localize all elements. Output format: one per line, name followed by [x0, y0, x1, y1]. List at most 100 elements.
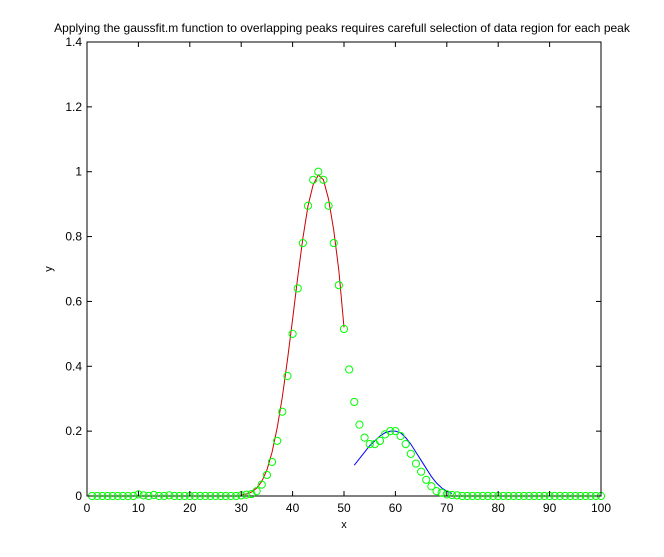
- x-tick-label: 70: [440, 501, 454, 515]
- data-point: [581, 491, 590, 501]
- x-tick-label: 80: [492, 501, 506, 515]
- y-axis: 0 0.2 0.4 0.6 0.8 1 1.2 1.4: [65, 35, 601, 503]
- data-point: [427, 482, 436, 491]
- data-point: [118, 491, 128, 501]
- data-point: [293, 284, 302, 293]
- data-point: [463, 491, 472, 501]
- data-point: [124, 491, 133, 501]
- data-point: [226, 491, 236, 501]
- data-point: [535, 491, 544, 501]
- y-tick-label: 0.4: [65, 359, 82, 373]
- data-point: [154, 491, 164, 501]
- y-tick-label: 0: [75, 489, 82, 503]
- data-point: [252, 487, 261, 496]
- data-point: [499, 491, 508, 501]
- y-tick-label: 1.4: [65, 35, 82, 49]
- data-point: [442, 490, 451, 499]
- fit-line-peak-2: [353, 430, 453, 494]
- data-point: [458, 491, 467, 501]
- data-point: [303, 201, 313, 210]
- y-tick-label: 0.2: [65, 424, 82, 438]
- data-point: [190, 491, 200, 501]
- data-point: [108, 491, 117, 501]
- x-tick-label: 50: [337, 501, 351, 515]
- data-point: [560, 491, 570, 501]
- data-point: [113, 491, 122, 501]
- data-point: [360, 433, 369, 442]
- data-point: [483, 491, 493, 501]
- data-point: [519, 491, 529, 501]
- data-point: [175, 491, 184, 501]
- data-point: [170, 491, 179, 501]
- data-point: [417, 467, 426, 476]
- data-point: [201, 491, 210, 501]
- data-point: [509, 491, 518, 501]
- data-point: [180, 491, 189, 501]
- data-point: [555, 491, 564, 501]
- data-point: [386, 427, 395, 436]
- x-tick-label: 10: [132, 501, 146, 515]
- x-tick-label: 20: [183, 501, 197, 515]
- y-tick-label: 0.6: [65, 294, 82, 308]
- data-point: [468, 491, 477, 501]
- data-point: [422, 475, 431, 484]
- data-point: [334, 281, 343, 290]
- data-point: [391, 427, 400, 436]
- data-point: [314, 167, 323, 176]
- data-point: [257, 480, 266, 489]
- data-point: [288, 329, 297, 338]
- data-point: [231, 491, 241, 501]
- x-tick-label: 60: [389, 501, 403, 515]
- data-point: [550, 491, 559, 501]
- data-point: [329, 238, 338, 248]
- data-point: [447, 490, 457, 500]
- data-point: [478, 491, 487, 501]
- data-point: [576, 491, 585, 501]
- data-point: [298, 238, 307, 248]
- x-axis: 0 10 20 30 40 50 60 70 80 90 100: [84, 42, 611, 515]
- data-point: [530, 491, 539, 501]
- data-point: [283, 371, 292, 381]
- data-point: [139, 491, 148, 500]
- data-point: [411, 459, 421, 468]
- data-point: [211, 491, 220, 501]
- data-point: [103, 491, 112, 501]
- data-point: [216, 491, 225, 501]
- data-point: [93, 491, 102, 501]
- data-point: [566, 491, 575, 501]
- data-point: [514, 491, 523, 501]
- data-point: [134, 490, 143, 499]
- data-point: [160, 491, 169, 501]
- x-tick-label: 30: [235, 501, 249, 515]
- data-point: [401, 440, 410, 449]
- data-point: [350, 397, 359, 407]
- data-point: [345, 365, 354, 374]
- data-point: [365, 440, 374, 449]
- x-tick-label: 0: [84, 501, 91, 515]
- data-point: [149, 490, 158, 500]
- data-point: [452, 491, 462, 500]
- data-point: [242, 490, 251, 499]
- data-point: [98, 491, 107, 501]
- data-point: [165, 491, 174, 500]
- data-point: [504, 491, 513, 501]
- data-point: [406, 449, 415, 458]
- x-tick-label: 90: [543, 501, 557, 515]
- y-tick-label: 1: [75, 165, 82, 179]
- y-axis-label: y: [43, 266, 55, 272]
- data-point: [206, 491, 215, 501]
- data-point: [586, 491, 595, 501]
- data-point: [129, 491, 138, 501]
- data-point: [432, 487, 441, 496]
- data-point: [339, 324, 349, 334]
- data-point: [375, 436, 385, 445]
- chart-title: Applying the gaussfit.m function to over…: [54, 21, 631, 35]
- data-point: [571, 491, 580, 501]
- data-point: [540, 491, 549, 501]
- data-point: [324, 201, 333, 210]
- y-tick-label: 0.8: [65, 230, 82, 244]
- data-point: [267, 457, 277, 467]
- data-point: [262, 470, 271, 480]
- x-axis-label: x: [341, 519, 347, 531]
